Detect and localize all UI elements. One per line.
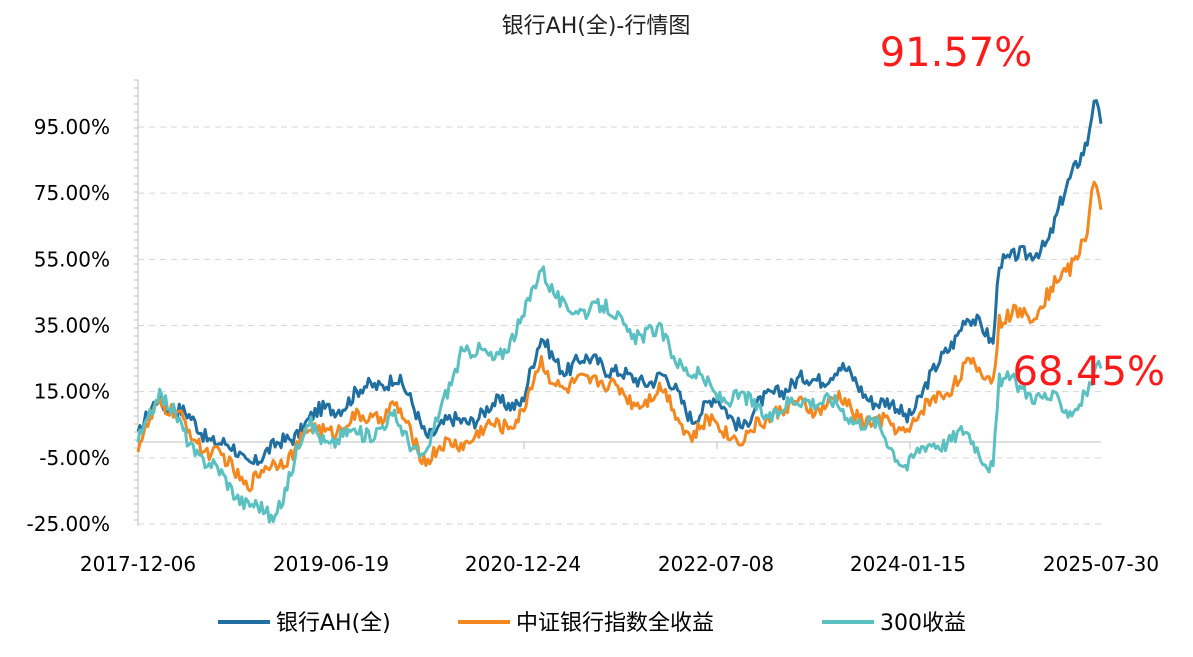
- annotation-layer: 91.57% 68.45%: [880, 30, 1165, 395]
- annotation-label: 91.57%: [880, 30, 1033, 76]
- legend-label: 银行AH(全): [276, 611, 391, 636]
- legend-label: 300收益: [880, 611, 966, 636]
- x-tick-label: 2020-12-24: [465, 552, 581, 576]
- legend: 银行AH(全) 中证银行指数全收益 300收益: [218, 611, 966, 636]
- y-tick-label: 15.00%: [34, 380, 110, 404]
- legend-label: 中证银行指数全收益: [516, 611, 714, 636]
- x-tick-label: 2025-07-30: [1043, 552, 1159, 576]
- y-tick-label: -25.00%: [27, 512, 110, 536]
- x-tick-label: 2022-07-08: [658, 552, 774, 576]
- axes: 95.00% 75.00% 55.00% 35.00% 15.00% -5.00% -25.…: [27, 79, 1159, 576]
- y-tick-label: -5.00%: [39, 446, 110, 470]
- y-tick-label: 35.00%: [34, 314, 110, 338]
- y-tick-label: 95.00%: [34, 115, 110, 139]
- series-layer: [136, 99, 1103, 524]
- x-tick-label: 2019-06-19: [273, 552, 389, 576]
- series-line: [136, 99, 1103, 466]
- chart-title: 银行AH(全)-行情图: [502, 14, 691, 39]
- x-tick-label: 2024-01-15: [850, 552, 966, 576]
- x-tick-label: 2017-12-06: [80, 552, 196, 576]
- annotation-label: 68.45%: [1012, 349, 1165, 395]
- series-line: [136, 265, 1103, 524]
- y-tick-label: 55.00%: [34, 247, 110, 271]
- y-tick-label: 75.00%: [34, 181, 110, 205]
